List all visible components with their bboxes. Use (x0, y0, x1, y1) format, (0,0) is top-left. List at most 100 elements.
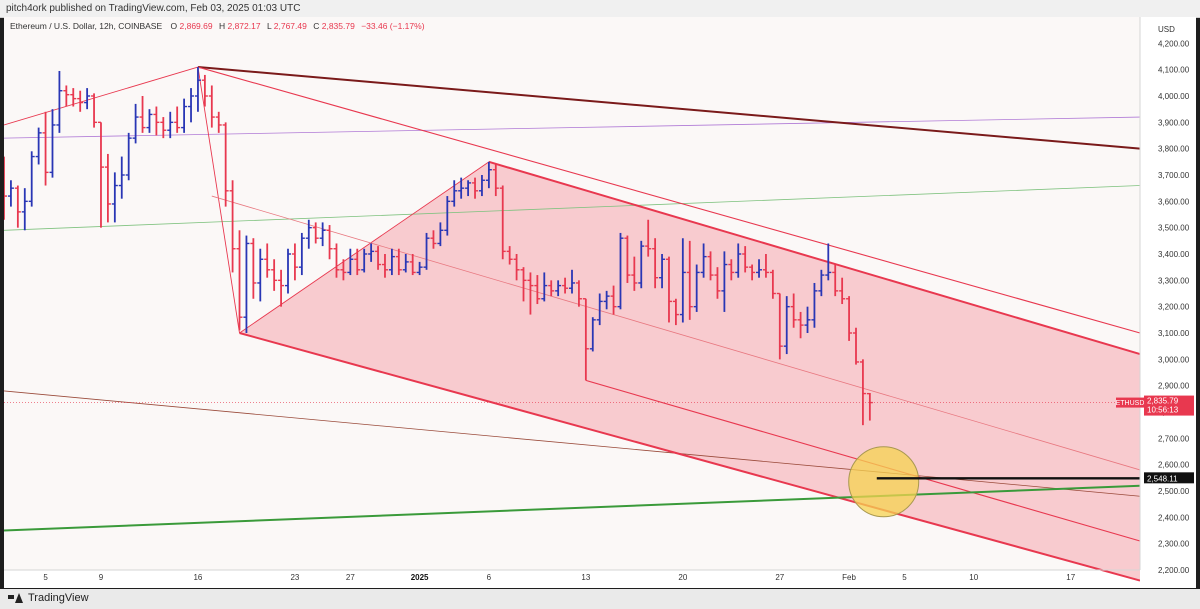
ohlc-bar (458, 177, 465, 199)
ohlc-bar (181, 98, 188, 133)
price-axis-currency: USD (1158, 25, 1175, 34)
pitchfork-handle-1 (197, 66, 240, 334)
tradingview-logo[interactable]: TradingView (8, 592, 89, 604)
svg-text:Ethereum / U.S. Dollar, 12h, C: Ethereum / U.S. Dollar, 12h, COINBASE O … (10, 21, 425, 31)
chart-frame: USD 2,200.00 2,300.00 2,400.00 2,500.00 2,60… (1, 17, 1196, 588)
ohlc-bar (208, 85, 215, 128)
ohlc-bar (797, 311, 804, 339)
price-tick-label: 3,600.00 (1158, 197, 1190, 206)
footer-bar: TradingView (0, 589, 1200, 609)
ohlc-bar (368, 243, 375, 262)
ohlc-bar (478, 175, 485, 197)
ohlc-bar (423, 232, 430, 270)
ohlc-bar (361, 248, 368, 273)
ohlc-bar (853, 327, 859, 365)
ohlc-bar (222, 122, 229, 207)
legend-low: 2,767.49 (274, 21, 307, 31)
price-chart[interactable]: USD 2,200.00 2,300.00 2,400.00 2,500.00 2,60… (1, 17, 1196, 588)
price-tick-label: 3,000.00 (1158, 355, 1190, 364)
ohlc-bar (707, 251, 714, 281)
legend-high-label: H (219, 21, 225, 31)
time-tick-label: 10 (969, 573, 978, 582)
time-tick-label: 20 (678, 573, 687, 582)
ohlc-bar (818, 269, 825, 297)
time-tick-label: 13 (581, 573, 590, 582)
ohlc-bar (70, 88, 77, 107)
ohlc-bar (174, 106, 181, 133)
target-price-value: 2,548.11 (1147, 474, 1178, 483)
ohlc-bar (506, 246, 513, 265)
ohlc-bar (7, 180, 14, 207)
ohlc-bar (146, 109, 153, 133)
price-axis[interactable] (1140, 17, 1196, 588)
ohlc-bar (444, 196, 451, 236)
last-price-ticker: ETHUSD (1116, 400, 1145, 407)
price-tick-label: 2,700.00 (1158, 434, 1190, 443)
ohlc-bar (451, 180, 458, 207)
ohlc-bar (693, 264, 700, 312)
pitchfork-inner-line-0 (197, 66, 1141, 334)
ohlc-bar (319, 222, 326, 247)
candles-layer (1, 67, 873, 426)
ohlc-bar (402, 254, 409, 273)
last-price-value: 2,835.79 (1147, 397, 1179, 406)
price-tick-label: 3,800.00 (1158, 145, 1190, 154)
time-tick-label: 23 (290, 573, 299, 582)
legend-change: −33.46 (−1.17%) (361, 21, 424, 31)
ohlc-bar (520, 267, 527, 302)
price-tick-label: 2,500.00 (1158, 487, 1190, 496)
long-downtrend-line (197, 66, 1141, 150)
ohlc-bar (132, 103, 139, 144)
ohlc-bar (672, 298, 679, 326)
time-axis-ticks: 5 9 16 23 27 2025 6 13 20 27 Feb 5 10 17 (43, 573, 1075, 582)
ohlc-bar (534, 275, 541, 305)
symbol-legend[interactable]: Ethereum / U.S. Dollar, 12h, COINBASE O … (10, 21, 425, 31)
ohlc-bar (236, 230, 243, 331)
ohlc-bar (375, 246, 382, 270)
ohlc-bar (617, 232, 624, 310)
ohlc-bar (624, 235, 631, 283)
price-tick-label: 4,000.00 (1158, 92, 1190, 101)
ohlc-bar (472, 177, 479, 199)
highlight-circle (848, 446, 920, 518)
price-tick-label: 3,500.00 (1158, 224, 1190, 233)
time-tick-label: 27 (346, 573, 355, 582)
price-tick-label: 4,100.00 (1158, 66, 1190, 75)
ohlc-bar (49, 109, 56, 178)
ohlc-bar (825, 243, 832, 281)
ohlc-bar (811, 282, 818, 328)
ohlc-bar (21, 188, 28, 231)
publish-banner-text: pitch4ork published on TradingView.com, … (6, 3, 301, 14)
ohlc-bar (631, 256, 638, 291)
purple-trendline (3, 116, 1141, 139)
ohlc-bar (686, 240, 693, 320)
price-axis-ticks: 2,200.00 2,300.00 2,400.00 2,500.00 2,600.00… (1158, 39, 1190, 575)
ohlc-bar (215, 111, 222, 133)
ohlc-bar (139, 96, 146, 133)
ohlc-bar (63, 85, 70, 107)
ohlc-bar (437, 222, 444, 247)
time-tick-label: Feb (842, 573, 856, 582)
ohlc-bar (381, 254, 388, 278)
ohlc-bar (541, 272, 548, 302)
target-price-label: 2,548.11 (1144, 472, 1194, 484)
ohlc-bar (735, 243, 742, 278)
ohlc-bar (118, 156, 125, 199)
ohlc-bar (582, 298, 589, 381)
ohlc-bar (340, 259, 347, 281)
last-price-label: ETHUSD 2,835.79 10:56:13 (1116, 395, 1194, 416)
ohlc-bar (527, 272, 534, 315)
ohlc-bar (77, 90, 84, 112)
ohlc-bar (749, 264, 756, 281)
ohlc-bar (804, 306, 811, 333)
price-tick-label: 3,300.00 (1158, 276, 1190, 285)
last-price-countdown: 10:56:13 (1147, 406, 1179, 415)
price-tick-label: 2,400.00 (1158, 513, 1190, 522)
last-price-ticker-box (1116, 397, 1144, 408)
ohlc-bar (575, 280, 582, 307)
ohlc-bar (243, 235, 250, 333)
ohlc-bar (14, 185, 21, 228)
ohlc-bar (638, 240, 645, 289)
ohlc-bar (333, 243, 340, 278)
ohlc-bar (430, 230, 437, 249)
